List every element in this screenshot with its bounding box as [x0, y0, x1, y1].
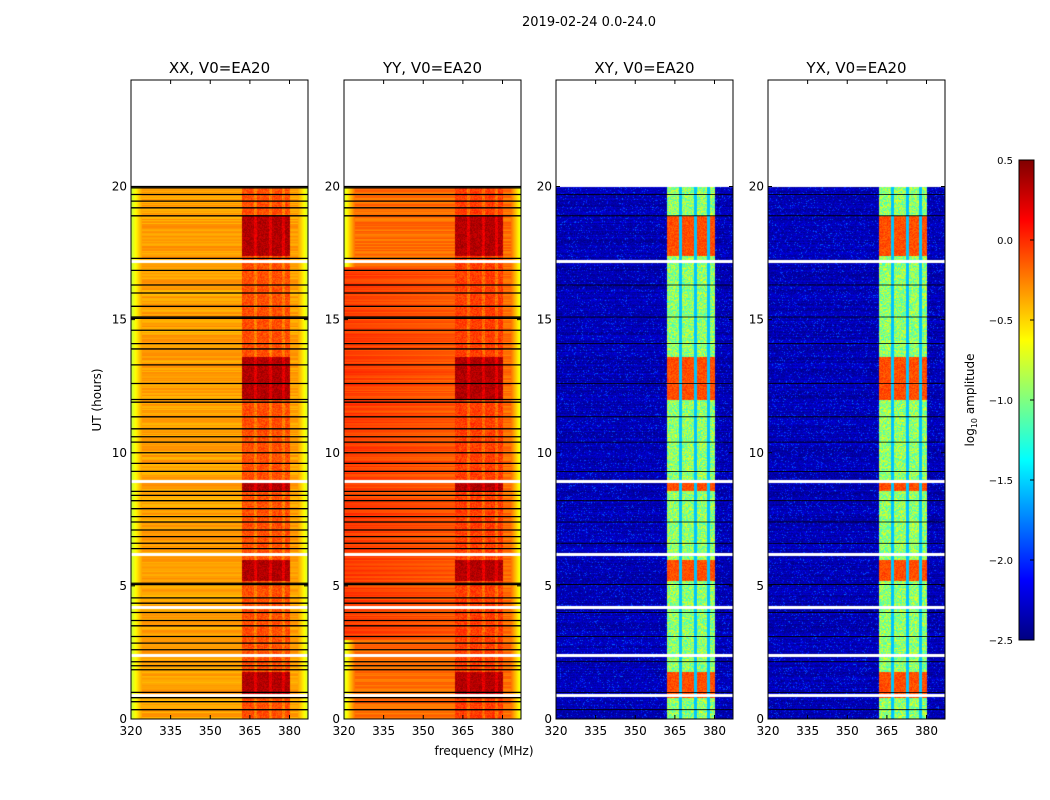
- y-tick-label: 20: [112, 180, 127, 194]
- x-tick-label: 320: [120, 724, 143, 738]
- colorbar-tick-label: −0.5: [989, 316, 1013, 327]
- y-tick-label: 5: [119, 579, 127, 593]
- x-tick-label: 350: [836, 724, 859, 738]
- x-tick-label: 350: [199, 724, 222, 738]
- y-tick-label: 15: [325, 313, 340, 327]
- y-tick-label: 0: [756, 712, 764, 726]
- y-tick-label: 5: [332, 579, 340, 593]
- x-tick-label: 380: [491, 724, 514, 738]
- y-tick-label: 5: [756, 579, 764, 593]
- panel-title: XX, V0=EA20: [169, 59, 270, 77]
- x-tick-label: 335: [159, 724, 182, 738]
- y-tick-label: 15: [112, 313, 127, 327]
- colorbar-tick-label: −2.0: [989, 556, 1013, 567]
- colorbar-label: log10 amplitude: [963, 354, 979, 447]
- svg-text:log10 amplitude: log10 amplitude: [963, 354, 979, 447]
- y-tick-label: 15: [537, 313, 552, 327]
- y-tick-label: 20: [749, 180, 764, 194]
- y-tick-label: 10: [325, 446, 340, 460]
- axes-frame: [130, 79, 309, 720]
- y-tick-label: 5: [544, 579, 552, 593]
- x-tick-label: 365: [663, 724, 686, 738]
- x-tick-label: 320: [545, 724, 568, 738]
- colorbar-label-sub: 10: [970, 418, 979, 428]
- x-tick-label: 320: [757, 724, 780, 738]
- panel-title: YX, V0=EA20: [805, 59, 906, 77]
- x-tick-label: 335: [796, 724, 819, 738]
- colorbar-tick-label: 0.5: [997, 156, 1013, 167]
- y-tick-label: 20: [325, 180, 340, 194]
- y-tick-label: 15: [749, 313, 764, 327]
- axes-frame: [767, 79, 946, 720]
- x-axis-label: frequency (MHz): [434, 744, 533, 758]
- y-axis-label: UT (hours): [90, 368, 104, 431]
- colorbar-tick-label: −1.5: [989, 476, 1013, 487]
- x-tick-label: 365: [451, 724, 474, 738]
- y-tick-label: 10: [749, 446, 764, 460]
- colorbar-tick-label: 0.0: [997, 236, 1013, 247]
- y-tick-label: 10: [112, 446, 127, 460]
- x-tick-label: 335: [372, 724, 395, 738]
- axes-frame: [343, 79, 522, 720]
- x-tick-label: 380: [703, 724, 726, 738]
- colorbar-tick-label: −1.0: [989, 396, 1013, 407]
- x-tick-label: 380: [915, 724, 938, 738]
- axes-frame: [555, 79, 734, 720]
- y-tick-label: 0: [332, 712, 340, 726]
- y-tick-label: 0: [544, 712, 552, 726]
- figure-suptitle: 2019-02-24 0.0-24.0: [522, 15, 656, 30]
- x-tick-label: 380: [278, 724, 301, 738]
- y-tick-label: 20: [537, 180, 552, 194]
- y-tick-label: 0: [119, 712, 127, 726]
- x-tick-label: 350: [624, 724, 647, 738]
- colorbar-tick-label: −2.5: [989, 636, 1013, 647]
- panel-title: XY, V0=EA20: [594, 59, 694, 77]
- x-tick-label: 350: [412, 724, 435, 738]
- colorbar-label-tail: amplitude: [963, 354, 977, 418]
- x-tick-label: 320: [333, 724, 356, 738]
- x-tick-label: 335: [584, 724, 607, 738]
- x-tick-label: 365: [875, 724, 898, 738]
- x-tick-label: 365: [238, 724, 261, 738]
- colorbar-label-log: log: [963, 428, 977, 446]
- panel-title: YY, V0=EA20: [382, 59, 482, 77]
- y-tick-label: 10: [537, 446, 552, 460]
